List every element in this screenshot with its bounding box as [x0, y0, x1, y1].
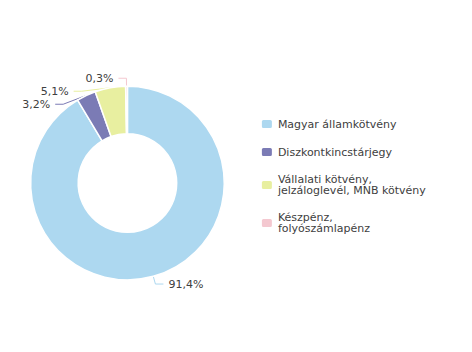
svg-text:jelzáloglevél, MNB kötvény: jelzáloglevél, MNB kötvény: [277, 184, 426, 197]
svg-text:91,4%: 91,4%: [168, 278, 203, 291]
svg-text:Készpénz,: Készpénz,: [277, 211, 337, 224]
svg-text:Diszkontkincstárjegy: Diszkontkincstárjegy: [278, 146, 393, 159]
svg-text:5,1%: 5,1%: [41, 85, 69, 98]
svg-text:0,3%: 0,3%: [85, 72, 113, 85]
svg-text:Vállalati kötvény,: Vállalati kötvény,: [277, 173, 376, 186]
svg-text:3,2%: 3,2%: [22, 98, 50, 111]
svg-text:Magyar államkötvény: Magyar államkötvény: [278, 118, 397, 131]
svg-text:folyószámlapénz: folyószámlapénz: [278, 222, 370, 235]
